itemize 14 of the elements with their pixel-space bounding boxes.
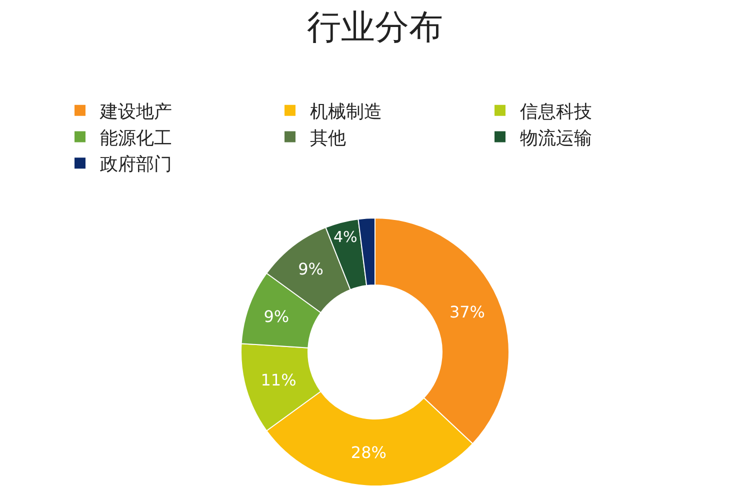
legend-label: 能源化工 — [100, 128, 172, 149]
data-label: 11% — [260, 370, 296, 390]
data-label: 9% — [264, 307, 290, 326]
chart-title: 行业分布 — [307, 8, 443, 48]
data-label: 37% — [449, 302, 485, 322]
data-label: 28% — [350, 442, 386, 462]
legend-label: 信息科技 — [520, 101, 592, 122]
data-label: 4% — [333, 228, 358, 246]
legend-label: 其他 — [310, 128, 346, 149]
legend-label: 政府部门 — [100, 154, 172, 176]
legend-label: 物流运输 — [520, 128, 592, 149]
legend-label: 机械制造 — [310, 101, 382, 122]
data-label: 9% — [298, 260, 324, 279]
legend-label: 建设地产 — [99, 101, 172, 122]
